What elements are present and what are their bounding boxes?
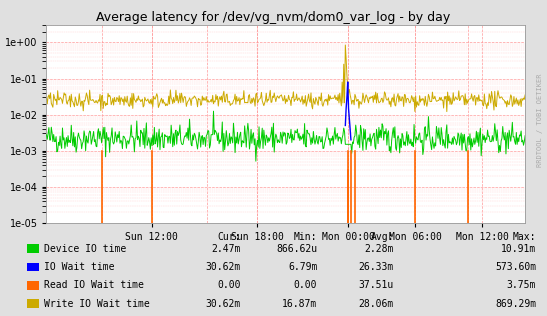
Text: RRDTOOL / TOBI OETIKER: RRDTOOL / TOBI OETIKER bbox=[537, 73, 543, 167]
Text: 866.62u: 866.62u bbox=[276, 244, 317, 254]
Text: 0.00: 0.00 bbox=[294, 280, 317, 290]
Text: 10.91m: 10.91m bbox=[501, 244, 536, 254]
Text: Write IO Wait time: Write IO Wait time bbox=[44, 299, 149, 309]
Text: IO Wait time: IO Wait time bbox=[44, 262, 114, 272]
Text: Avg:: Avg: bbox=[370, 232, 394, 242]
Text: 6.79m: 6.79m bbox=[288, 262, 317, 272]
Text: 2.28m: 2.28m bbox=[364, 244, 394, 254]
Text: 30.62m: 30.62m bbox=[206, 262, 241, 272]
Text: 26.33m: 26.33m bbox=[359, 262, 394, 272]
Text: 28.06m: 28.06m bbox=[359, 299, 394, 309]
Text: Device IO time: Device IO time bbox=[44, 244, 126, 254]
Text: 3.75m: 3.75m bbox=[507, 280, 536, 290]
Text: Max:: Max: bbox=[513, 232, 536, 242]
Text: Read IO Wait time: Read IO Wait time bbox=[44, 280, 144, 290]
Text: 2.47m: 2.47m bbox=[211, 244, 241, 254]
Text: 16.87m: 16.87m bbox=[282, 299, 317, 309]
Text: 573.60m: 573.60m bbox=[495, 262, 536, 272]
Text: Min:: Min: bbox=[294, 232, 317, 242]
Text: Average latency for /dev/vg_nvm/dom0_var_log - by day: Average latency for /dev/vg_nvm/dom0_var… bbox=[96, 11, 451, 24]
Text: 869.29m: 869.29m bbox=[495, 299, 536, 309]
Text: 0.00: 0.00 bbox=[217, 280, 241, 290]
Text: 30.62m: 30.62m bbox=[206, 299, 241, 309]
Text: Cur:: Cur: bbox=[217, 232, 241, 242]
Y-axis label: seconds: seconds bbox=[0, 101, 2, 147]
Text: 37.51u: 37.51u bbox=[359, 280, 394, 290]
